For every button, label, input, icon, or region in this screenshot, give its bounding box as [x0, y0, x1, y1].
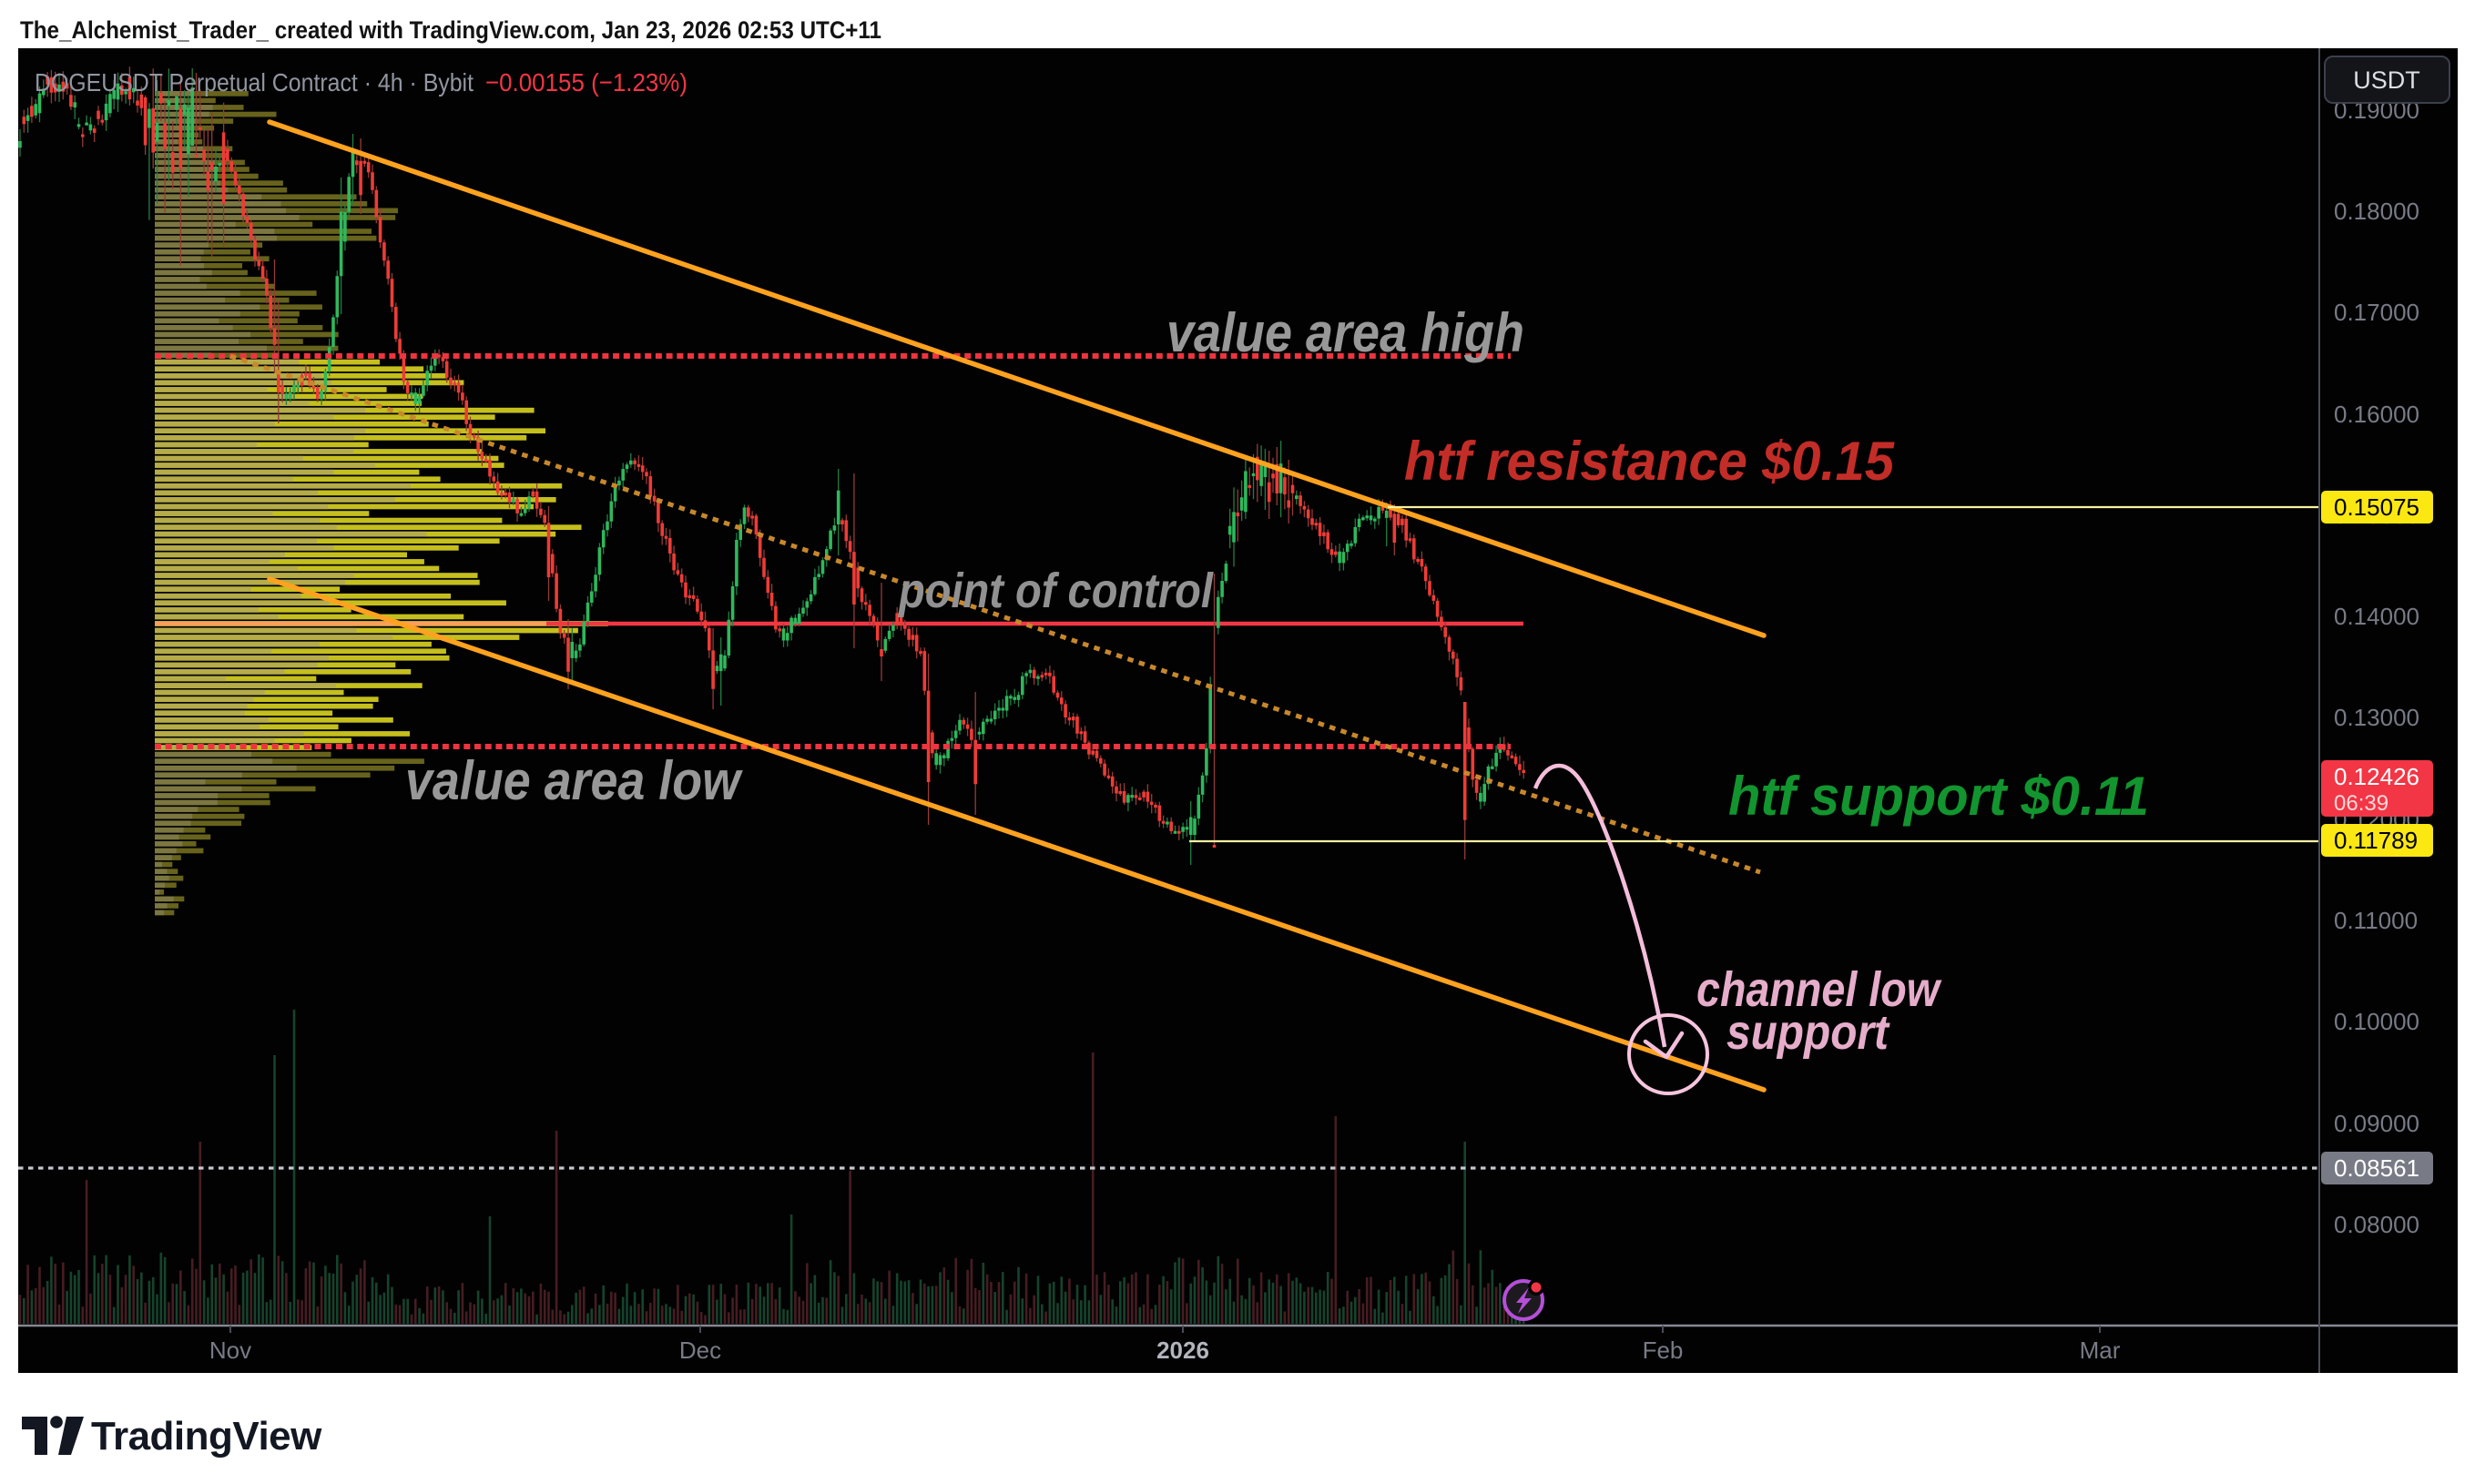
svg-text:value area low: value area low	[405, 750, 743, 811]
svg-text:TradingView: TradingView	[91, 1414, 322, 1459]
svg-text:support: support	[1726, 1005, 1890, 1060]
svg-text:06:39: 06:39	[2334, 791, 2388, 816]
svg-text:0.11000: 0.11000	[2334, 907, 2418, 934]
svg-text:value area high: value area high	[1166, 302, 1524, 363]
svg-text:0.18000: 0.18000	[2334, 198, 2419, 225]
svg-text:0.11789: 0.11789	[2334, 827, 2418, 854]
svg-text:USDT: USDT	[2353, 66, 2420, 94]
svg-text:htf resistance $0.15: htf resistance $0.15	[1404, 431, 1896, 492]
svg-text:0.17000: 0.17000	[2334, 299, 2419, 326]
svg-text:0.08000: 0.08000	[2334, 1211, 2419, 1238]
svg-text:0.16000: 0.16000	[2334, 401, 2419, 428]
svg-text:htf support $0.11: htf support $0.11	[1728, 766, 2149, 827]
svg-text:0.14000: 0.14000	[2334, 603, 2419, 630]
svg-text:Mar: Mar	[2080, 1337, 2121, 1364]
svg-text:Feb: Feb	[1643, 1337, 1684, 1364]
svg-text:0.08561: 0.08561	[2334, 1154, 2419, 1182]
svg-text:point of control: point of control	[897, 564, 1214, 618]
svg-text:Nov: Nov	[209, 1337, 251, 1364]
svg-text:0.13000: 0.13000	[2334, 704, 2419, 731]
svg-text:−0.00155 (−1.23%): −0.00155 (−1.23%)	[485, 68, 688, 97]
svg-text:channel low: channel low	[1696, 962, 1942, 1017]
svg-text:Dec: Dec	[679, 1337, 721, 1364]
svg-text:0.09000: 0.09000	[2334, 1110, 2419, 1137]
svg-text:The_Alchemist_Trader_ created: The_Alchemist_Trader_ created with Tradi…	[20, 16, 881, 44]
svg-text:2026: 2026	[1156, 1337, 1209, 1364]
svg-text:0.12426: 0.12426	[2334, 763, 2419, 790]
svg-text:0.15075: 0.15075	[2334, 493, 2419, 521]
svg-text:0.10000: 0.10000	[2334, 1008, 2419, 1035]
svg-text:DOGEUSDT Perpetual Contract ·: DOGEUSDT Perpetual Contract · 4h · Bybit	[35, 68, 474, 97]
